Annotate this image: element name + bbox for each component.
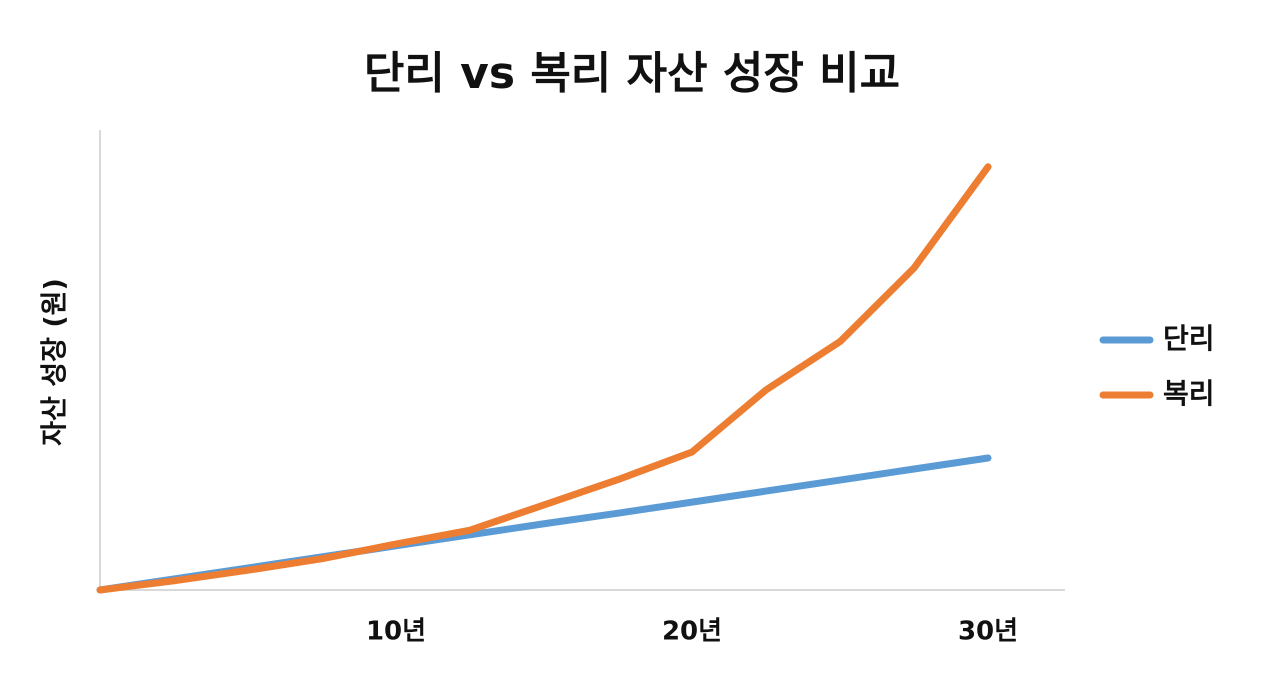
x-tick-label: 30년 [958, 617, 1018, 647]
x-tick-label: 10년 [366, 617, 426, 647]
y-axis-label: 자산 성장 (원) [40, 278, 71, 446]
x-tick-label: 20년 [662, 617, 722, 647]
line-series [96, 163, 992, 594]
chart-title: 단리 vs 복리 자산 성장 비교 [364, 48, 900, 99]
legend-label: 복리 [1163, 377, 1215, 410]
legend-label: 단리 [1163, 322, 1215, 355]
